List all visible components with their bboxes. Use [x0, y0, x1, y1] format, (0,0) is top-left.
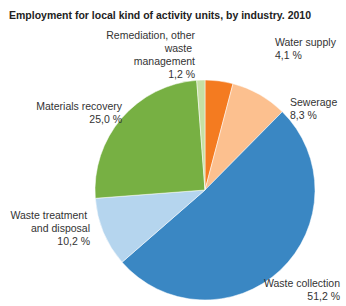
svg-text:51,2 %: 51,2 %	[307, 290, 340, 302]
svg-text:Materials recovery: Materials recovery	[36, 100, 123, 112]
svg-text:waste: waste	[162, 42, 195, 54]
svg-text:Employment for local kind of a: Employment for local kind of activity un…	[9, 9, 311, 21]
svg-text:25,0 %: 25,0 %	[89, 113, 122, 125]
svg-text:and disposal: and disposal	[31, 222, 90, 234]
svg-text:8,3 %: 8,3 %	[290, 109, 317, 121]
svg-text:Remediation, other: Remediation, other	[106, 29, 195, 41]
svg-text:1,2 %: 1,2 %	[168, 68, 195, 80]
svg-text:Waste collection: Waste collection	[264, 277, 340, 289]
svg-text:Sewerage: Sewerage	[290, 96, 337, 108]
svg-text:4,1 %: 4,1 %	[275, 49, 302, 61]
svg-text:10,2 %: 10,2 %	[57, 235, 90, 247]
svg-text:Water supply: Water supply	[275, 36, 337, 48]
svg-text:Waste treatment: Waste treatment	[10, 209, 90, 221]
svg-text:management: management	[134, 55, 195, 67]
